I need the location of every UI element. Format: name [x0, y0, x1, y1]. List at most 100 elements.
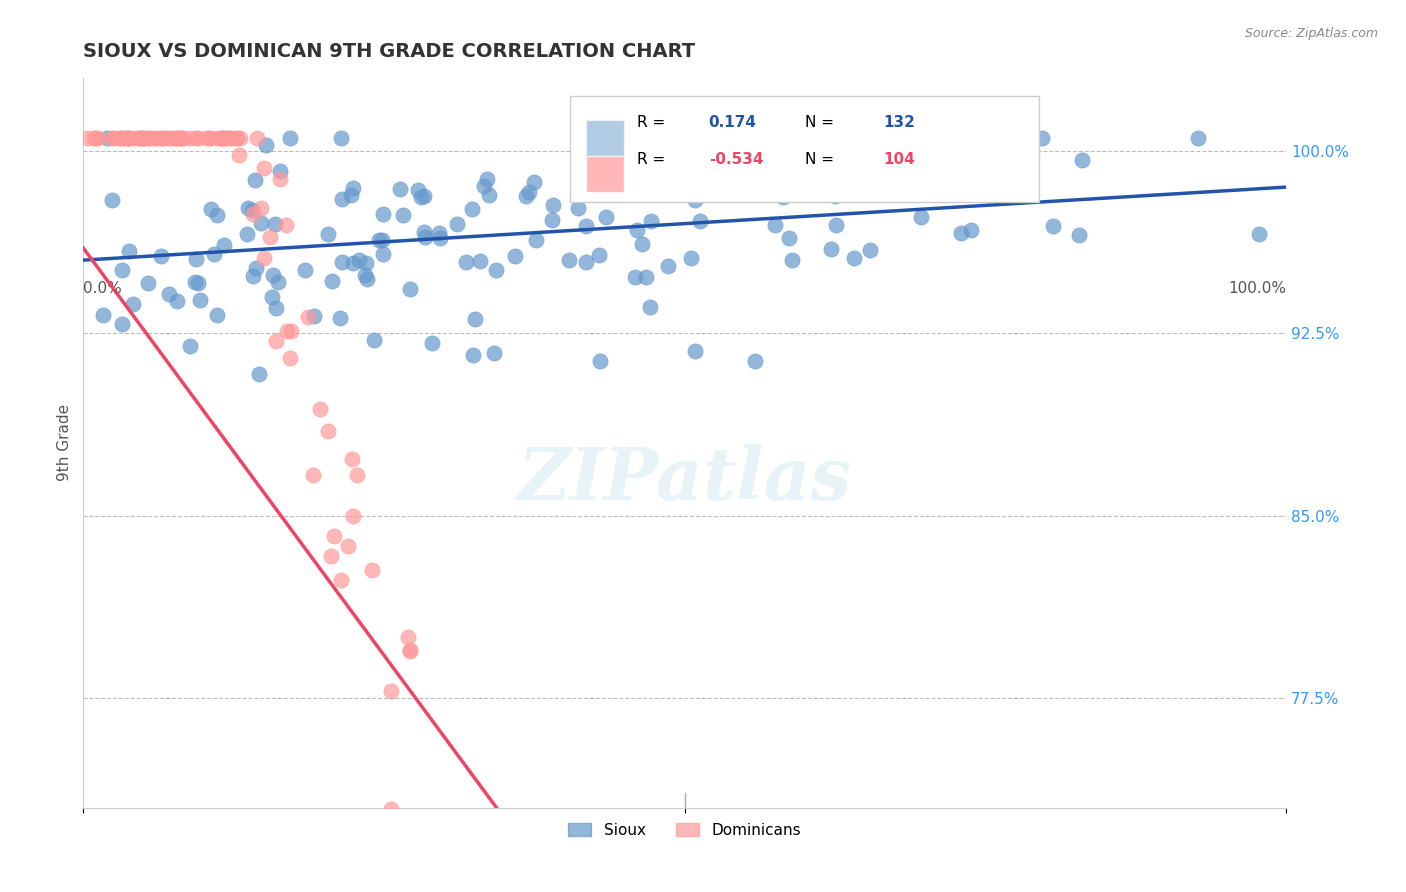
- Point: [463, 348, 485, 362]
- Point: [824, 189, 846, 203]
- Point: [250, 201, 273, 215]
- Point: [110, 131, 132, 145]
- Point: [96, 131, 118, 145]
- Point: [585, 136, 607, 150]
- Text: 104: 104: [883, 152, 915, 167]
- Point: [1042, 219, 1064, 234]
- Point: [399, 282, 422, 296]
- Point: [485, 263, 508, 277]
- Point: [624, 269, 647, 284]
- Point: [842, 252, 865, 266]
- Point: [342, 508, 364, 523]
- Point: [389, 182, 412, 196]
- Point: [118, 244, 141, 258]
- Point: [772, 189, 794, 203]
- Point: [225, 131, 247, 145]
- Point: [658, 150, 681, 164]
- Point: [977, 188, 1000, 202]
- Point: [503, 249, 526, 263]
- Point: [83, 131, 105, 145]
- Point: [212, 131, 235, 145]
- Point: [413, 188, 436, 202]
- Point: [692, 131, 714, 145]
- Point: [339, 188, 361, 202]
- Point: [218, 131, 240, 145]
- Point: [245, 173, 267, 187]
- Point: [399, 642, 422, 657]
- Text: N =: N =: [804, 115, 834, 130]
- Point: [454, 255, 477, 269]
- Point: [825, 218, 848, 232]
- Point: [269, 164, 291, 178]
- Point: [427, 226, 450, 240]
- Point: [166, 293, 188, 308]
- Point: [302, 468, 325, 483]
- Point: [588, 248, 610, 262]
- Point: [219, 131, 242, 145]
- Point: [280, 324, 302, 338]
- Point: [361, 563, 384, 577]
- Point: [524, 233, 547, 247]
- Point: [413, 229, 436, 244]
- Text: Source: ZipAtlas.com: Source: ZipAtlas.com: [1244, 27, 1378, 40]
- Point: [470, 254, 492, 268]
- Point: [478, 187, 501, 202]
- Point: [349, 252, 371, 267]
- Point: [211, 131, 233, 145]
- Point: [515, 189, 537, 203]
- Point: [187, 131, 209, 145]
- Point: [215, 131, 238, 145]
- Point: [93, 308, 115, 322]
- Point: [276, 325, 298, 339]
- Point: [823, 169, 845, 184]
- Point: [111, 317, 134, 331]
- Point: [380, 684, 402, 698]
- Point: [253, 251, 276, 265]
- Point: [368, 233, 391, 247]
- Point: [179, 339, 201, 353]
- Point: [150, 131, 173, 145]
- FancyBboxPatch shape: [571, 95, 1039, 202]
- Point: [149, 250, 172, 264]
- Point: [131, 131, 153, 145]
- Point: [689, 214, 711, 228]
- Point: [269, 172, 291, 186]
- Point: [321, 549, 343, 563]
- Point: [356, 272, 378, 286]
- Point: [186, 131, 208, 145]
- Point: [1249, 227, 1271, 242]
- Point: [482, 346, 505, 360]
- Point: [297, 310, 319, 324]
- Point: [371, 207, 394, 221]
- Point: [595, 211, 617, 225]
- Point: [380, 802, 402, 816]
- Point: [460, 202, 482, 216]
- Point: [630, 237, 652, 252]
- Point: [340, 451, 363, 466]
- Point: [316, 227, 339, 241]
- Point: [278, 131, 301, 145]
- Point: [264, 217, 287, 231]
- Point: [165, 131, 187, 145]
- Point: [121, 296, 143, 310]
- Point: [567, 201, 589, 215]
- Point: [429, 231, 451, 245]
- Y-axis label: 9th Grade: 9th Grade: [58, 404, 72, 481]
- Point: [157, 287, 180, 301]
- Text: SIOUX VS DOMINICAN 9TH GRADE CORRELATION CHART: SIOUX VS DOMINICAN 9TH GRADE CORRELATION…: [83, 42, 696, 61]
- Point: [408, 183, 430, 197]
- Point: [159, 131, 181, 145]
- Point: [207, 308, 229, 322]
- Point: [228, 148, 250, 162]
- Point: [657, 259, 679, 273]
- Point: [240, 202, 263, 217]
- Point: [100, 131, 122, 145]
- Text: -0.534: -0.534: [709, 152, 763, 167]
- Point: [207, 131, 229, 145]
- Point: [763, 219, 786, 233]
- Point: [399, 644, 422, 658]
- Point: [198, 131, 221, 145]
- Point: [626, 223, 648, 237]
- Point: [274, 218, 297, 232]
- Point: [820, 243, 842, 257]
